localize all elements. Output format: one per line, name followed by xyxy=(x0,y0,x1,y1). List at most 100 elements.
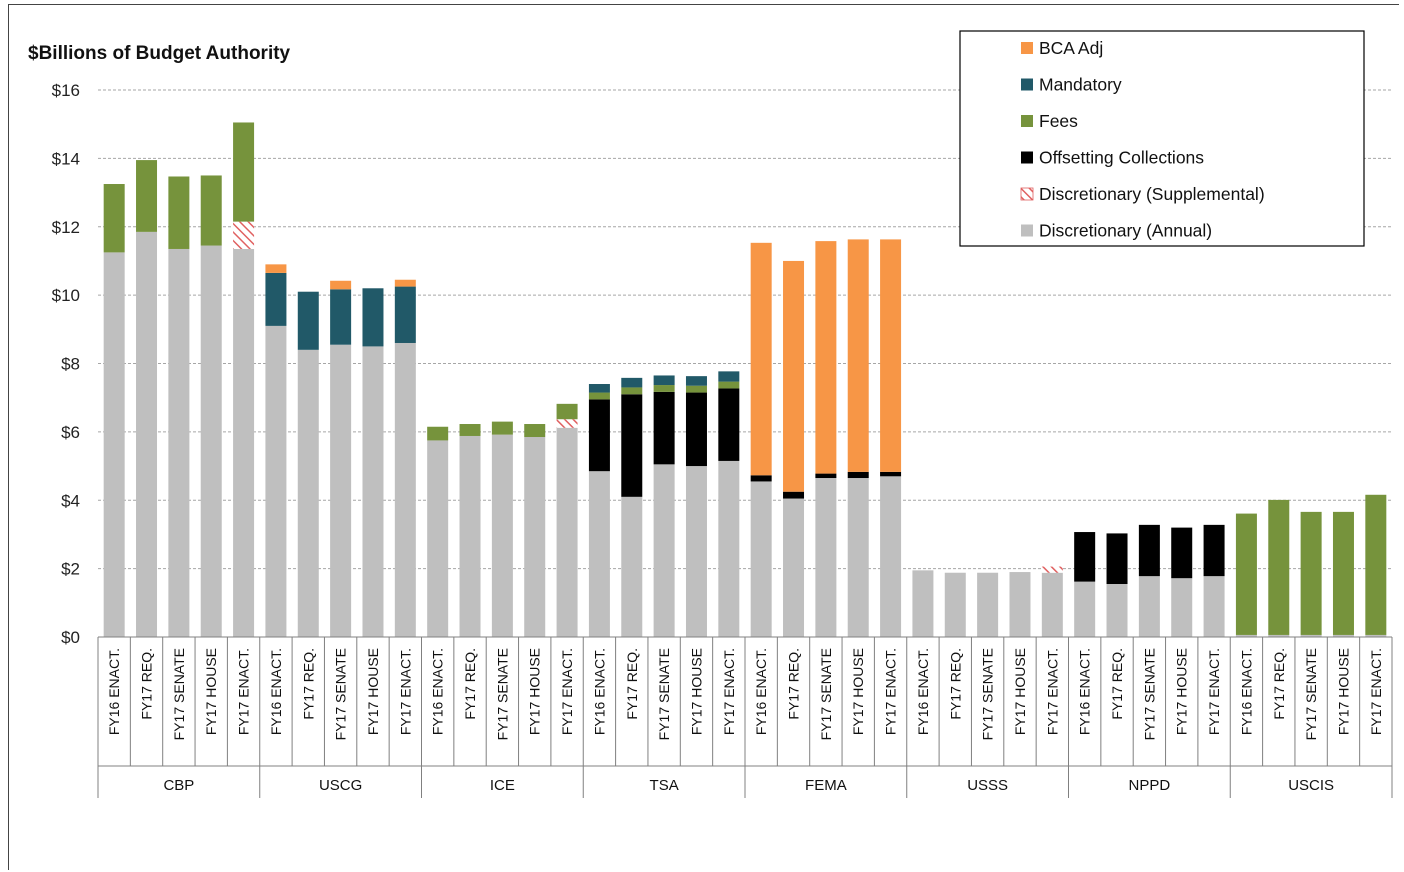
bar-segment-fees xyxy=(718,381,740,389)
bar-segment-offsetting-collections xyxy=(1106,533,1128,585)
bar-segment-discretionary-annual- xyxy=(1235,634,1257,637)
bar-segment-discretionary-annual- xyxy=(265,325,287,637)
bar-segment-offsetting-collections xyxy=(1138,524,1160,577)
y-tick-label: $10 xyxy=(52,286,80,305)
bar-segment-discretionary-annual- xyxy=(880,476,902,637)
x-tick-label: FY17 HOUSE xyxy=(365,648,381,735)
bars xyxy=(103,122,1387,638)
bar-segment-discretionary-annual- xyxy=(815,478,837,637)
bar-segment-bca-adj xyxy=(815,241,837,474)
legend-swatch xyxy=(1021,78,1033,91)
legend-swatch xyxy=(1021,115,1033,127)
bar-segment-discretionary-annual- xyxy=(783,498,805,637)
group-label: FEMA xyxy=(805,777,847,794)
bar-segment-bca-adj xyxy=(880,239,902,472)
y-tick-label: $2 xyxy=(61,560,80,579)
x-tick-label: FY17 ENACT. xyxy=(1206,648,1222,735)
x-tick-label: FY17 SENATE xyxy=(980,648,996,740)
bar-segment-offsetting-collections xyxy=(1074,532,1096,582)
x-tick-label: FY17 SENATE xyxy=(494,648,510,740)
y-tick-label: $16 xyxy=(52,81,80,100)
bar-segment-discretionary-annual- xyxy=(1332,634,1354,637)
bar-segment-mandatory xyxy=(685,376,707,386)
bar-segment-fees xyxy=(588,392,610,400)
bar-segment-fees xyxy=(556,403,578,420)
x-tick-label: FY17 HOUSE xyxy=(688,648,704,735)
x-tick-label: FY17 ENACT. xyxy=(397,648,413,735)
x-tick-label: FY16 ENACT. xyxy=(268,648,284,735)
x-tick-label: FY17 HOUSE xyxy=(1174,648,1190,735)
y-tick-label: $0 xyxy=(61,628,80,647)
x-tick-label: FY17 ENACT. xyxy=(1368,648,1384,735)
legend-swatch xyxy=(1020,187,1034,201)
bar-segment-fees xyxy=(168,176,190,249)
x-tick-label: FY17 SENATE xyxy=(818,648,834,740)
x-tick-label: FY17 ENACT. xyxy=(559,648,575,735)
bar-segment-discretionary-annual- xyxy=(330,344,352,637)
x-tick-label: FY17 SENATE xyxy=(171,648,187,740)
x-tick-label: FY17 REQ. xyxy=(1109,648,1125,720)
bar-segment-bca-adj xyxy=(394,279,416,287)
bar-segment-discretionary-annual- xyxy=(912,570,934,637)
bar-segment-mandatory xyxy=(265,272,287,326)
bar-segment-offsetting-collections xyxy=(783,491,805,499)
x-tick-label: FY17 HOUSE xyxy=(850,648,866,735)
bar-segment-discretionary-annual- xyxy=(1106,584,1128,637)
bar-segment-offsetting-collections xyxy=(815,473,837,479)
x-tick-label: FY16 ENACT. xyxy=(753,648,769,735)
legend-label: Fees xyxy=(1039,111,1078,131)
x-tick-label: FY17 REQ. xyxy=(947,648,963,720)
bar-segment-offsetting-collections xyxy=(718,388,740,461)
bar-segment-offsetting-collections xyxy=(880,471,902,477)
x-tick-label: FY17 REQ. xyxy=(139,648,155,720)
bar-segment-discretionary-annual- xyxy=(588,471,610,637)
bar-segment-offsetting-collections xyxy=(847,471,869,479)
bar-segment-fees xyxy=(233,122,255,222)
bar-segment-fees xyxy=(653,385,675,392)
x-tick-label: FY16 ENACT. xyxy=(591,648,607,735)
x-tick-label: FY17 ENACT. xyxy=(721,648,737,735)
bar-segment-discretionary-annual- xyxy=(1171,578,1193,637)
bar-segment-fees xyxy=(427,426,449,441)
x-tick-label: FY17 SENATE xyxy=(333,648,349,740)
bar-segment-discretionary-annual- xyxy=(200,245,222,637)
bar-segment-bca-adj xyxy=(330,280,352,290)
bar-segment-fees xyxy=(491,421,513,435)
bar-segment-discretionary-annual- xyxy=(1041,572,1063,637)
bar-segment-offsetting-collections xyxy=(750,475,772,482)
bar-segment-mandatory xyxy=(330,289,352,345)
x-tick-label: FY16 ENACT. xyxy=(430,648,446,735)
bar-segment-offsetting-collections xyxy=(621,394,643,497)
bar-segment-discretionary-annual- xyxy=(491,434,513,637)
y-tick-label: $14 xyxy=(52,149,80,168)
bar-segment-fees xyxy=(1300,511,1322,635)
legend-label: Discretionary (Supplemental) xyxy=(1039,184,1265,204)
bar-segment-discretionary-annual- xyxy=(233,248,255,638)
bar-segment-discretionary-supplemental- xyxy=(1041,566,1063,573)
legend: BCA Adj Mandatory Fees Offsetting Collectio… xyxy=(959,30,1365,247)
bar-segment-discretionary-annual- xyxy=(1300,634,1322,637)
bar-segment-discretionary-annual- xyxy=(103,252,125,637)
x-tick-label: FY17 REQ. xyxy=(624,648,640,720)
legend-label: BCA Adj xyxy=(1039,38,1103,58)
bar-segment-mandatory xyxy=(718,371,740,382)
bar-segment-bca-adj xyxy=(265,264,287,273)
group-label: USCG xyxy=(319,777,362,794)
bar-segment-discretionary-annual- xyxy=(297,349,319,637)
y-tick-label: $6 xyxy=(61,423,80,442)
x-tick-label: FY17 ENACT. xyxy=(883,648,899,735)
x-tick-label: FY17 SENATE xyxy=(656,648,672,740)
bar-segment-discretionary-annual- xyxy=(847,478,869,637)
bar-segment-fees xyxy=(1268,499,1290,635)
bar-segment-discretionary-annual- xyxy=(1203,576,1225,637)
bar-segment-offsetting-collections xyxy=(653,391,675,465)
bar-segment-discretionary-annual- xyxy=(685,466,707,637)
bar-segment-offsetting-collections xyxy=(1203,524,1225,577)
x-tick-label: FY17 REQ. xyxy=(300,648,316,720)
x-tick-label: FY17 HOUSE xyxy=(1335,648,1351,735)
bar-segment-discretionary-annual- xyxy=(944,572,966,637)
group-label: NPPD xyxy=(1129,777,1171,794)
bar-segment-mandatory xyxy=(297,291,319,350)
bar-segment-discretionary-annual- xyxy=(168,248,190,638)
